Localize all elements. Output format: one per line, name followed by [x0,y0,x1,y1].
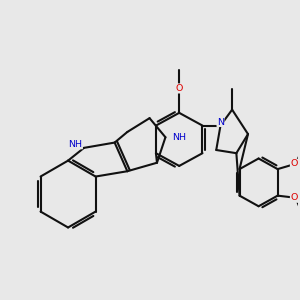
Text: O: O [290,159,298,168]
Text: NH: NH [68,140,83,149]
Text: NH: NH [172,133,186,142]
Text: O: O [290,193,298,202]
Text: N: N [217,118,224,127]
Text: O: O [176,84,183,93]
